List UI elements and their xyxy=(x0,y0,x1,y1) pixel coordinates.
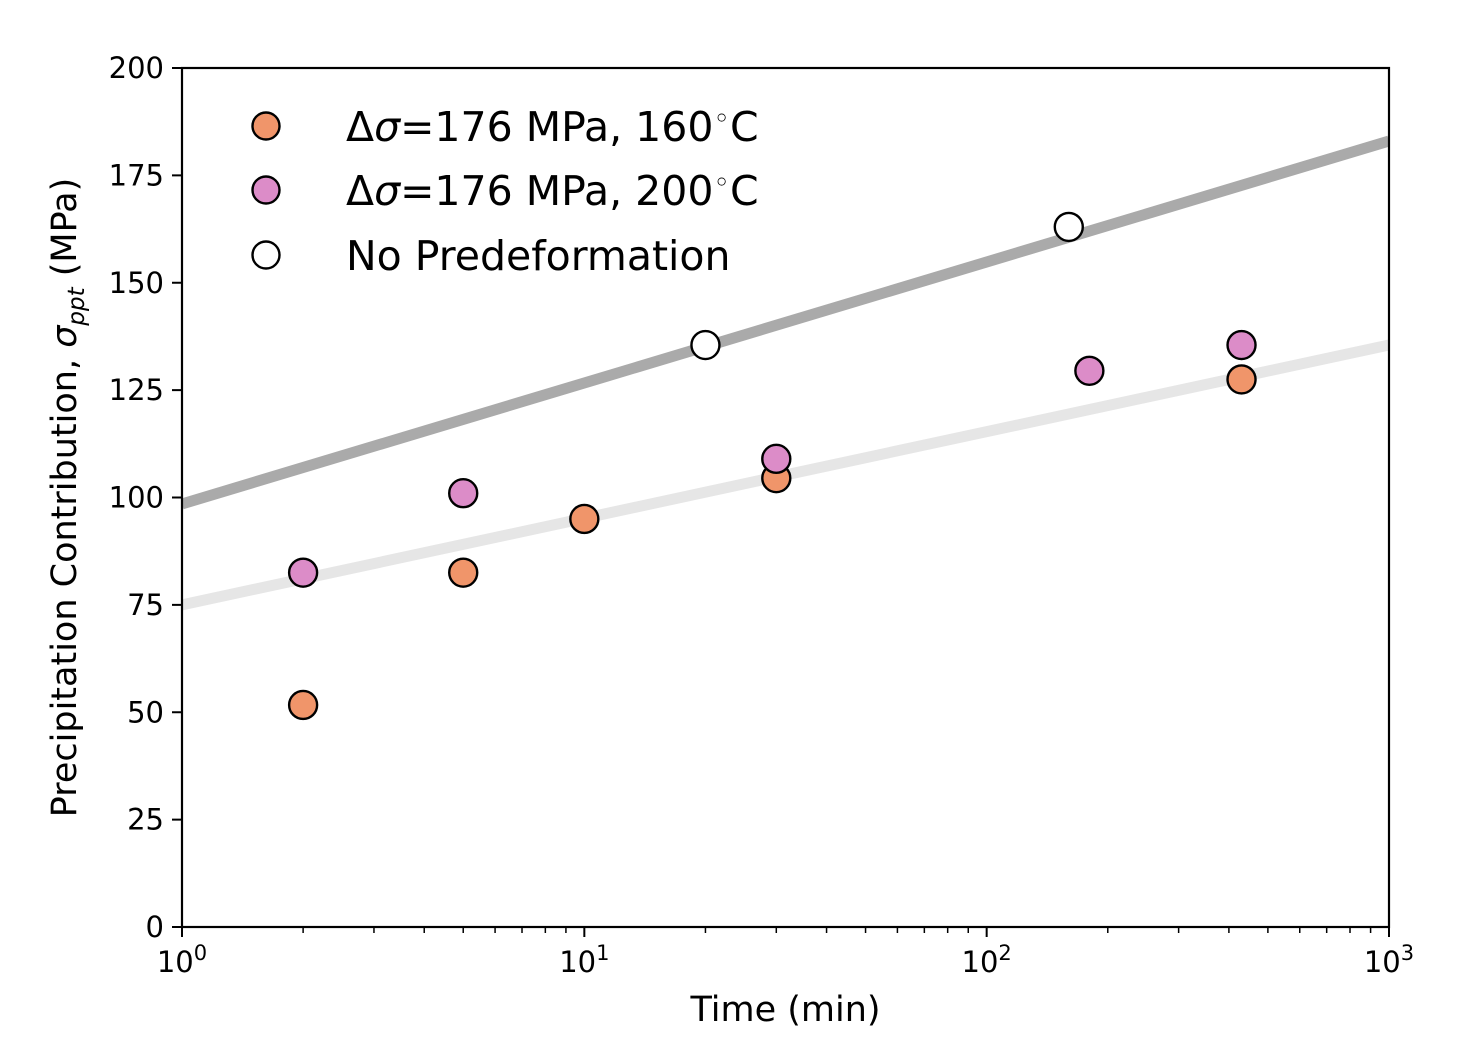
legend-marker-no-predeformation xyxy=(251,240,281,270)
data-point-176-mpa-160-c-1 xyxy=(448,557,479,588)
data-point-176-mpa-160-c-0 xyxy=(287,689,319,721)
x-tick-label: 101 xyxy=(559,941,609,979)
legend-label-160c: Δσ=176 MPa, 160◦C xyxy=(346,102,759,151)
data-point-no-predeformation-1 xyxy=(1053,211,1084,243)
data-point-176-mpa-200-c-1 xyxy=(448,478,479,509)
x-tick-label: 102 xyxy=(962,941,1012,979)
legend-label-200c: Δσ=176 MPa, 200◦C xyxy=(346,166,759,215)
y-axis-label-unit: (MPa) xyxy=(45,178,85,288)
x-tick-label: 100 xyxy=(157,941,207,979)
legend-marker-200c xyxy=(251,175,281,205)
x-tick-label: 103 xyxy=(1364,941,1414,979)
y-axis-label-main: Precipitation Contribution, xyxy=(45,348,85,817)
x-axis-label: Time (min) xyxy=(689,990,880,1030)
y-axis-label-subscript: ppt xyxy=(64,286,90,326)
y-tick-label: 0 xyxy=(146,910,164,944)
legend-marker-160c xyxy=(251,111,281,141)
data-point-no-predeformation-0 xyxy=(690,329,721,361)
x-axis-ticks: 100 101 102 103 xyxy=(157,927,1414,979)
data-point-176-mpa-200-c-4 xyxy=(1226,329,1257,361)
y-tick-label: 100 xyxy=(109,481,164,515)
y-axis-label-symbol: σ xyxy=(45,324,85,348)
y-axis-label: Precipitation Contribution, σppt (MPa) xyxy=(45,178,90,818)
data-point-176-mpa-160-c-4 xyxy=(1226,364,1257,395)
data-points xyxy=(287,211,1257,721)
y-tick-label: 25 xyxy=(127,803,164,837)
y-tick-label: 175 xyxy=(109,158,164,192)
y-tick-label: 50 xyxy=(127,695,164,729)
legend-item-160c: Δσ=176 MPa, 160◦C xyxy=(251,102,759,151)
legend-item-200c: Δσ=176 MPa, 200◦C xyxy=(251,166,759,215)
data-point-176-mpa-200-c-3 xyxy=(1074,355,1105,386)
legend-label-no-predeformation: No Predeformation xyxy=(346,232,730,280)
data-point-176-mpa-160-c-2 xyxy=(569,503,600,535)
y-tick-label: 150 xyxy=(109,266,164,300)
legend: Δσ=176 MPa, 160◦C Δσ=176 MPa, 200◦C No P… xyxy=(251,102,759,280)
data-point-176-mpa-200-c-0 xyxy=(287,557,319,588)
data-point-176-mpa-200-c-2 xyxy=(761,443,792,475)
y-tick-label: 200 xyxy=(109,51,164,85)
trend-line-no-predeformation-fit xyxy=(182,135,1389,510)
legend-item-no-predeformation: No Predeformation xyxy=(251,232,730,280)
y-axis-ticks: 0 25 50 75 100 125 150 175 200 xyxy=(109,51,182,944)
y-tick-label: 125 xyxy=(109,373,164,407)
y-tick-label: 75 xyxy=(127,588,164,622)
